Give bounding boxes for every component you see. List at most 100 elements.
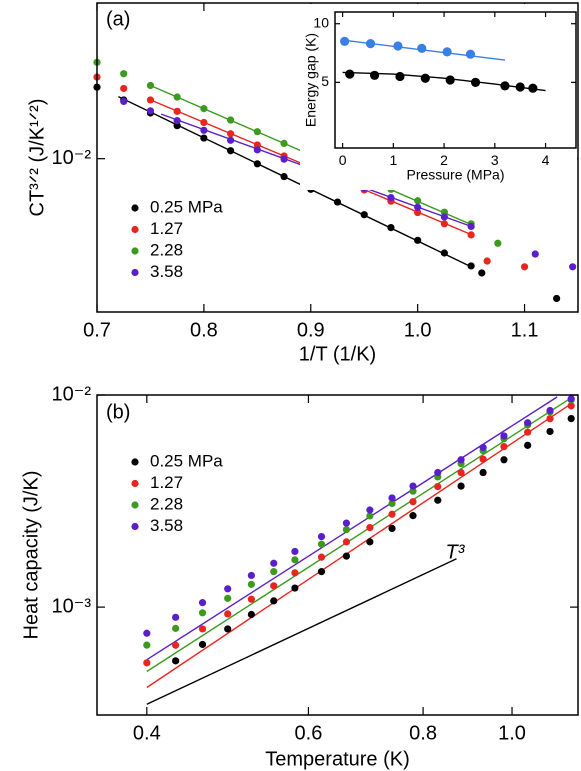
data-point [366,506,374,514]
data-point [369,70,380,80]
data-point [569,263,577,271]
data-point [515,82,525,92]
data-point [520,263,529,271]
data-point [494,239,502,247]
data-point [198,625,207,633]
data-point [198,609,207,617]
data-point [317,568,326,576]
x-tick-label: 3 [491,152,499,168]
data-point [467,231,475,239]
data-point [388,499,396,508]
data-point [409,498,417,506]
data-point [173,117,181,125]
x-tick-label: 1.0 [404,319,432,341]
data-point [173,107,181,115]
data-point [342,538,351,546]
legend-marker [131,458,139,466]
data-point [483,257,491,265]
x-tick-label: 0.7 [83,319,111,341]
data-point [146,96,155,104]
x-tick-label: 1.1 [511,319,539,341]
data-point [198,599,207,607]
data-point [409,512,417,520]
data-point [387,194,395,202]
inset-background [300,4,577,190]
data-point [366,524,374,532]
data-point [365,39,376,49]
data-point [414,236,422,244]
data-point [531,250,539,258]
data-point [342,552,351,560]
data-point [270,597,278,605]
data-point [172,613,180,621]
data-point [360,211,368,219]
data-point [388,524,396,533]
data-point [414,203,422,211]
data-point [146,81,155,90]
legend-label: 3.58 [150,516,183,535]
data-point [409,482,417,490]
data-point [227,116,235,124]
x-axis-label: Temperature (K) [265,748,410,770]
data-point [467,262,475,270]
data-point [420,73,430,83]
data-point [280,172,288,181]
fit-line [146,397,572,673]
data-point [470,77,481,87]
data-point [143,659,151,667]
data-point [393,41,403,51]
data-point [247,610,255,619]
data-point [546,415,554,423]
data-point [291,569,299,577]
plot-frame [334,11,577,149]
data-point [173,93,181,101]
y-tick-label: 10⁻³ [52,595,92,617]
data-point [434,496,442,504]
x-tick-label: 2 [440,152,448,168]
data-point [172,657,180,665]
legend-label: 1.27 [150,473,183,492]
data-point [465,49,476,59]
data-point [224,585,232,593]
data-point [253,128,261,136]
data-point [200,105,208,113]
data-point [120,97,128,105]
legend-marker [131,247,139,255]
data-point [414,197,422,205]
data-point [479,468,487,477]
y-tick-label: 10⁻² [52,147,92,169]
data-point [500,456,508,464]
data-point [479,443,487,452]
x-tick-label: 1.0 [498,722,526,744]
panel-label: (b) [106,401,130,423]
data-point [342,525,351,534]
data-point [553,294,561,303]
data-point [247,571,255,580]
legend-label: 2.28 [150,494,183,513]
data-point [247,595,255,603]
data-point [528,83,538,93]
data-point [227,136,235,144]
x-tick-label: 0.8 [190,319,218,341]
data-point [395,71,405,82]
data-point [224,610,232,618]
legend-label: 0.25 MPa [150,451,223,470]
data-point [414,208,422,217]
x-tick-label: 0.4 [133,722,161,744]
legend-label: 3.58 [150,262,183,281]
legend-label: 0.25 MPa [150,197,223,216]
data-point [120,84,128,93]
data-point [500,443,508,451]
fit-line [146,396,558,661]
data-point [200,118,208,127]
data-point [342,519,351,527]
data-point [567,395,575,403]
data-point [467,222,475,231]
data-point [366,538,374,546]
data-point [291,547,299,556]
y-tick-label: 5 [321,73,329,89]
data-point [434,468,442,477]
data-point [434,482,442,491]
